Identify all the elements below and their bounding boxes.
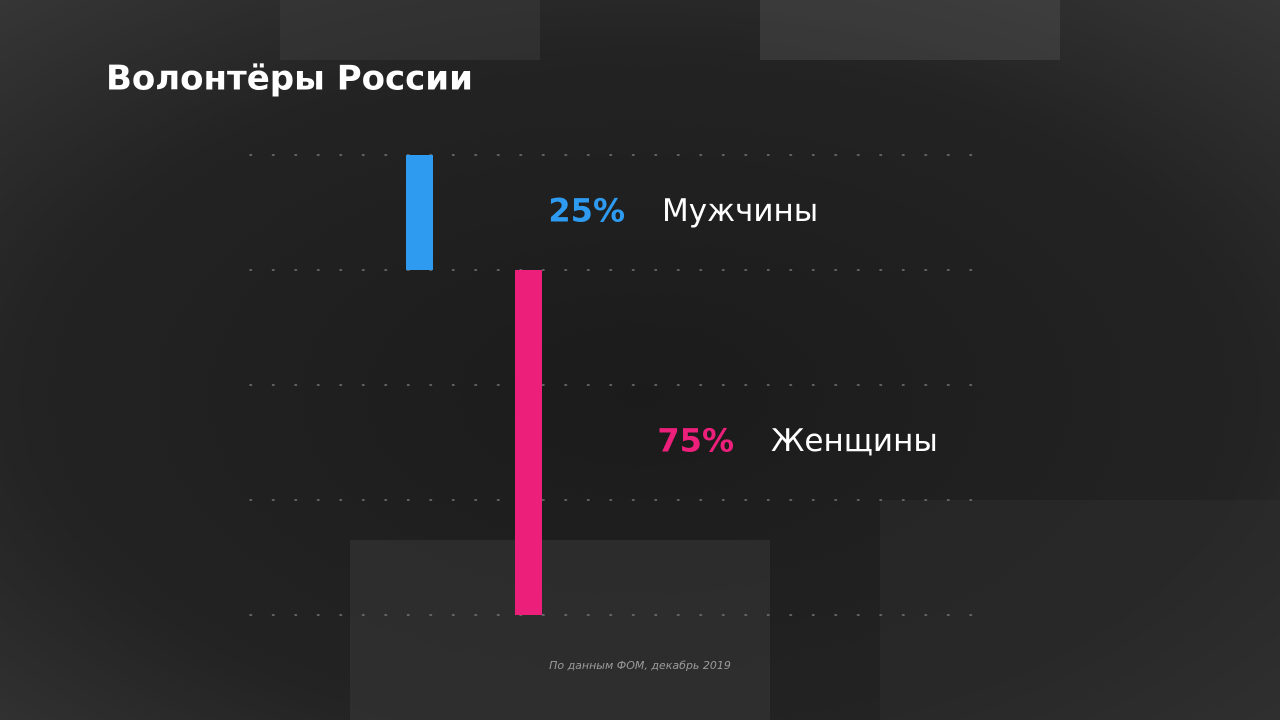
bar [406, 155, 433, 270]
source-note: По данным ФОМ, декабрь 2019 [549, 659, 731, 672]
category-label: Мужчины [662, 193, 818, 229]
background-shape [280, 0, 540, 60]
background-shape [880, 500, 1280, 720]
value-label: 75% [657, 422, 734, 460]
value-label: 25% [548, 192, 625, 230]
category-label: Женщины [771, 423, 938, 459]
background-shape [350, 540, 770, 720]
bar [515, 270, 542, 615]
chart-title: Волонтёры России [106, 59, 473, 99]
background-shape [760, 0, 1060, 60]
